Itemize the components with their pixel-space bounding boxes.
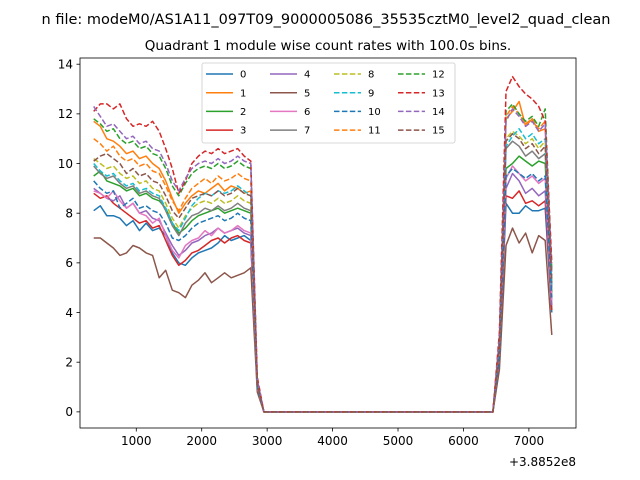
legend-label-2: 2	[240, 107, 246, 118]
legend-label-10: 10	[368, 107, 381, 118]
legend-label-1: 1	[240, 88, 246, 99]
legend-label-0: 0	[240, 70, 246, 81]
figure-suptitle: n file: modeM0/AS1A11_097T09_9000005086_…	[42, 12, 611, 28]
legend-label-4: 4	[304, 70, 310, 81]
legend-label-7: 7	[304, 126, 310, 137]
x-tick-label: 6000	[448, 434, 479, 448]
series-line-3	[93, 190, 553, 413]
plot-frame	[79, 57, 577, 429]
legend-label-15: 15	[432, 126, 445, 137]
y-tick-label: 6	[65, 256, 73, 270]
y-tick-label: 12	[58, 107, 73, 121]
chart-title: Quadrant 1 module wise count rates with …	[145, 38, 511, 54]
legend-label-14: 14	[432, 107, 445, 118]
legend-label-3: 3	[240, 126, 246, 137]
x-tick-label: 4000	[317, 434, 348, 448]
legend-label-6: 6	[304, 107, 310, 118]
series-line-5	[93, 227, 553, 413]
y-tick-label: 2	[65, 355, 73, 369]
x-tick-label: 3000	[252, 434, 283, 448]
series-line-15	[93, 132, 553, 413]
x-tick-label: 1000	[121, 434, 152, 448]
series-line-9	[93, 128, 553, 413]
legend-label-12: 12	[432, 70, 445, 81]
y-tick-label: 10	[58, 157, 73, 171]
y-tick-label: 8	[65, 207, 73, 221]
legend-box	[201, 62, 456, 144]
legend-label-9: 9	[368, 88, 374, 99]
x-tick-label: 7000	[514, 434, 545, 448]
series-line-7	[93, 140, 553, 413]
y-tick-label: 0	[65, 405, 73, 419]
x-offset-label: +3.8852e8	[509, 455, 576, 469]
x-tick-label: 2000	[186, 434, 217, 448]
series-line-2	[93, 155, 553, 413]
legend-label-8: 8	[368, 70, 374, 81]
legend-label-11: 11	[368, 126, 381, 137]
y-tick-label: 14	[58, 58, 73, 72]
plot-lines	[93, 75, 553, 413]
series-line-12	[93, 103, 553, 413]
y-tick-label: 4	[65, 306, 73, 320]
series-line-14	[93, 105, 553, 413]
series-line-1	[93, 100, 553, 413]
series-line-11	[93, 105, 553, 413]
series-line-4	[93, 172, 553, 413]
x-tick-label: 5000	[383, 434, 414, 448]
legend-label-5: 5	[304, 88, 310, 99]
legend-label-13: 13	[432, 88, 445, 99]
